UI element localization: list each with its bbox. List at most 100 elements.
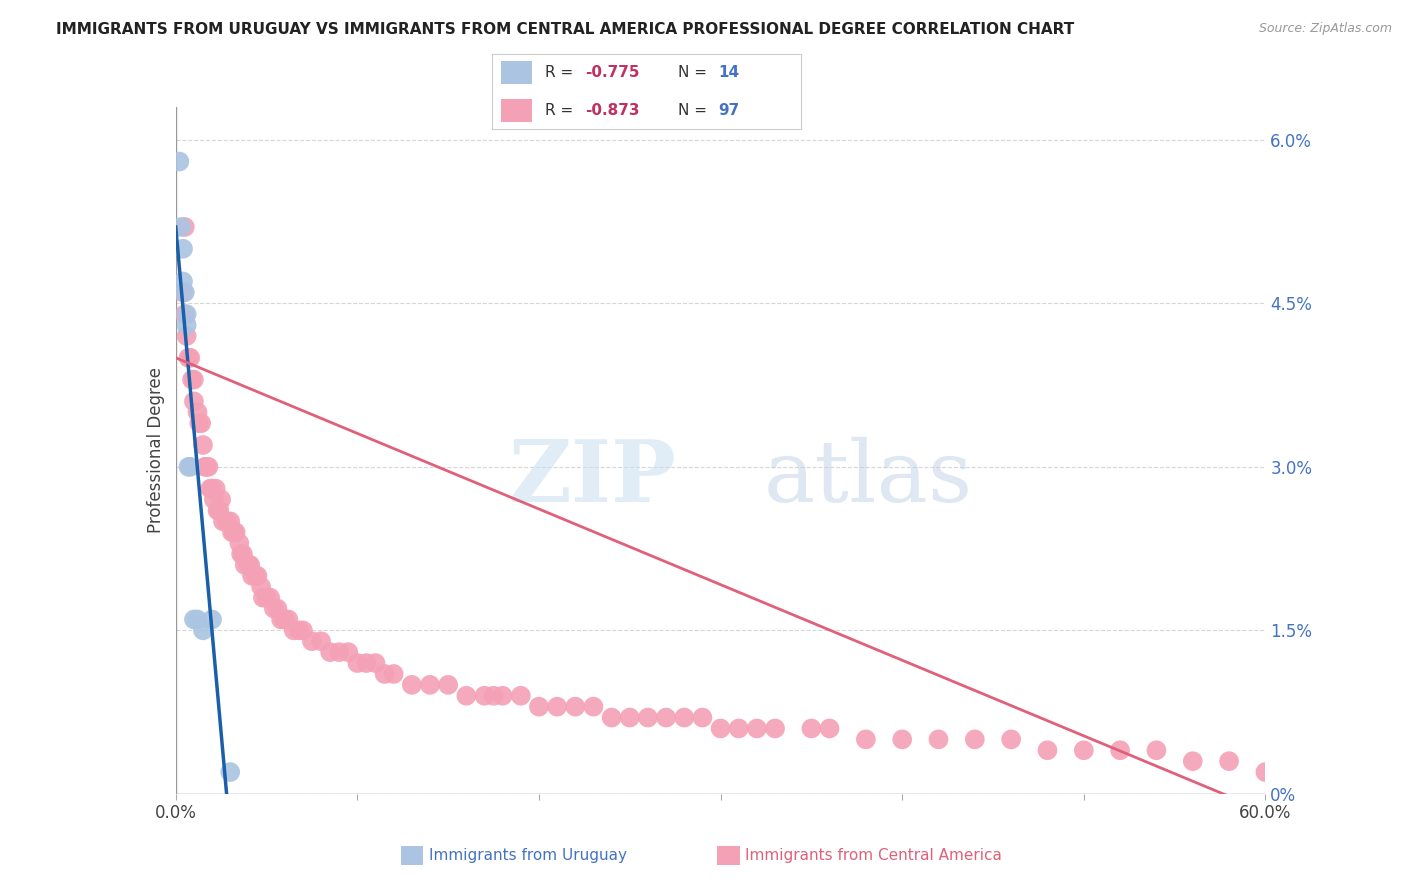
Point [215, 514, 238, 528]
Point [309, 634, 332, 648]
Point [1272, 765, 1295, 780]
Point [225, 525, 247, 540]
Point [250, 580, 273, 594]
Point [382, 667, 405, 681]
Point [170, 219, 193, 234]
Text: N =: N = [678, 65, 711, 80]
Point [727, 722, 749, 736]
Point [800, 722, 823, 736]
Point [1146, 743, 1168, 757]
Point [177, 351, 200, 365]
Point [288, 624, 311, 638]
Point [183, 373, 205, 387]
Point [183, 394, 205, 409]
Point [194, 459, 217, 474]
Point [191, 624, 214, 638]
Point [177, 459, 200, 474]
Point [673, 710, 696, 724]
Point [291, 624, 314, 638]
Point [1073, 743, 1095, 757]
Point [301, 634, 323, 648]
Point [172, 275, 194, 289]
Point [208, 503, 231, 517]
Point [212, 514, 235, 528]
Point [201, 612, 224, 626]
Text: IMMIGRANTS FROM URUGUAY VS IMMIGRANTS FROM CENTRAL AMERICA PROFESSIONAL DEGREE C: IMMIGRANTS FROM URUGUAY VS IMMIGRANTS FR… [56, 22, 1074, 37]
Point [228, 536, 250, 550]
FancyBboxPatch shape [502, 62, 533, 84]
Text: R =: R = [544, 65, 578, 80]
Point [283, 624, 305, 638]
Point [266, 601, 288, 615]
Point [891, 732, 914, 747]
Point [337, 645, 360, 659]
Text: ZIP: ZIP [509, 436, 678, 520]
Point [346, 656, 368, 670]
Point [600, 710, 623, 724]
Point [172, 242, 194, 256]
Point [204, 482, 226, 496]
Point [252, 591, 274, 605]
Point [259, 591, 281, 605]
Point [637, 710, 659, 724]
Point [231, 547, 253, 561]
Point [527, 699, 550, 714]
Point [710, 722, 733, 736]
Y-axis label: Professional Degree: Professional Degree [146, 368, 165, 533]
Point [1000, 732, 1022, 747]
Point [437, 678, 460, 692]
Point [201, 482, 224, 496]
Point [928, 732, 950, 747]
Point [197, 459, 219, 474]
Point [207, 503, 229, 517]
Point [233, 558, 256, 572]
Point [173, 285, 195, 300]
Point [818, 722, 841, 736]
Point [239, 558, 262, 572]
Point [509, 689, 531, 703]
Text: Immigrants from Uruguay: Immigrants from Uruguay [429, 848, 627, 863]
Text: 14: 14 [718, 65, 740, 80]
Point [200, 482, 222, 496]
Point [221, 525, 243, 540]
Point [195, 459, 218, 474]
Point [1254, 765, 1277, 780]
Point [1036, 743, 1059, 757]
Point [173, 219, 195, 234]
Point [270, 612, 292, 626]
Point [745, 722, 768, 736]
Point [191, 438, 214, 452]
Point [855, 732, 877, 747]
Text: 97: 97 [718, 103, 740, 118]
Point [169, 154, 191, 169]
Point [356, 656, 378, 670]
Point [763, 722, 786, 736]
Point [401, 678, 423, 692]
Point [274, 612, 297, 626]
Point [374, 667, 396, 681]
Point [219, 765, 242, 780]
Point [1181, 754, 1204, 768]
Point [474, 689, 496, 703]
Point [219, 514, 242, 528]
Point [209, 492, 232, 507]
Point [1109, 743, 1132, 757]
Text: N =: N = [678, 103, 711, 118]
Point [222, 525, 245, 540]
Point [172, 285, 194, 300]
Point [181, 373, 204, 387]
Point [619, 710, 641, 724]
Text: Immigrants from Central America: Immigrants from Central America [745, 848, 1002, 863]
Point [245, 569, 267, 583]
Point [246, 569, 269, 583]
Point [546, 699, 568, 714]
Point [319, 645, 342, 659]
Point [173, 307, 195, 321]
Point [183, 612, 205, 626]
Text: Source: ZipAtlas.com: Source: ZipAtlas.com [1258, 22, 1392, 36]
Point [190, 416, 212, 430]
Point [419, 678, 441, 692]
Point [176, 329, 198, 343]
FancyBboxPatch shape [502, 99, 533, 122]
Point [238, 558, 260, 572]
